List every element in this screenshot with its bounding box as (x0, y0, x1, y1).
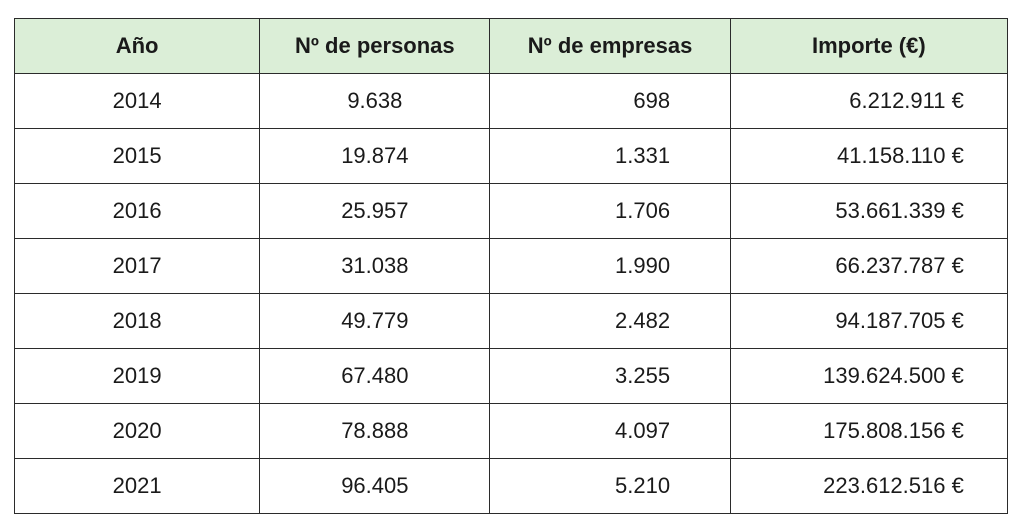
cell-companies-wrap: 1.331 (489, 128, 731, 184)
table-row: 2021 96.405 5.210 223.612.516 € (13, 458, 1009, 514)
cell-persons: 31.038 (259, 238, 491, 294)
cell-year: 2014 (13, 73, 261, 129)
cell-year: 2021 (13, 458, 261, 514)
cell-persons: 19.874 (259, 128, 491, 184)
cell-companies: 1.990 (615, 253, 671, 278)
cell-year: 2020 (13, 403, 261, 459)
table-row: 2014 9.638 698 6.212.911 € (13, 73, 1009, 129)
cell-year: 2018 (13, 293, 261, 349)
header-companies: Nº de empresas (489, 18, 731, 74)
cell-companies-wrap: 4.097 (489, 403, 731, 459)
cell-companies: 5.210 (615, 473, 671, 498)
cell-persons: 49.779 (259, 293, 491, 349)
table-row: 2017 31.038 1.990 66.237.787 € (13, 238, 1009, 294)
cell-amount: 223.612.516 € (823, 473, 964, 498)
cell-persons: 9.638 (259, 73, 491, 129)
cell-companies-wrap: 1.706 (489, 183, 731, 239)
table-row: 2016 25.957 1.706 53.661.339 € (13, 183, 1009, 239)
cell-companies: 1.331 (615, 143, 671, 168)
table-row: 2020 78.888 4.097 175.808.156 € (13, 403, 1009, 459)
cell-year: 2019 (13, 348, 261, 404)
cell-persons: 96.405 (259, 458, 491, 514)
cell-amount: 139.624.500 € (823, 363, 964, 388)
cell-companies-wrap: 3.255 (489, 348, 731, 404)
cell-amount-wrap: 53.661.339 € (729, 183, 1009, 239)
cell-companies-wrap: 698 (489, 73, 731, 129)
table-row: 2019 67.480 3.255 139.624.500 € (13, 348, 1009, 404)
cell-amount-wrap: 66.237.787 € (729, 238, 1009, 294)
header-persons: Nº de personas (259, 18, 491, 74)
cell-persons: 67.480 (259, 348, 491, 404)
header-amount: Importe (€) (729, 18, 1009, 74)
cell-amount: 53.661.339 € (835, 198, 964, 223)
cell-persons: 25.957 (259, 183, 491, 239)
cell-amount-wrap: 6.212.911 € (729, 73, 1009, 129)
cell-companies: 2.482 (615, 308, 671, 333)
cell-amount-wrap: 41.158.110 € (729, 128, 1009, 184)
cell-companies: 3.255 (615, 363, 671, 388)
cell-companies: 1.706 (615, 198, 671, 223)
cell-amount: 94.187.705 € (835, 308, 964, 333)
header-year: Año (13, 18, 261, 74)
table-row: 2015 19.874 1.331 41.158.110 € (13, 128, 1009, 184)
cell-companies-wrap: 1.990 (489, 238, 731, 294)
cell-companies-wrap: 2.482 (489, 293, 731, 349)
cell-amount-wrap: 139.624.500 € (729, 348, 1009, 404)
cell-persons: 78.888 (259, 403, 491, 459)
cell-companies: 4.097 (615, 418, 671, 443)
cell-amount-wrap: 175.808.156 € (729, 403, 1009, 459)
table-row: 2018 49.779 2.482 94.187.705 € (13, 293, 1009, 349)
cell-amount-wrap: 94.187.705 € (729, 293, 1009, 349)
cell-amount: 41.158.110 € (837, 143, 964, 168)
cell-companies-wrap: 5.210 (489, 458, 731, 514)
cell-year: 2016 (13, 183, 261, 239)
cell-amount: 6.212.911 € (849, 88, 964, 113)
cell-amount: 66.237.787 € (835, 253, 964, 278)
cell-year: 2017 (13, 238, 261, 294)
cell-companies: 698 (633, 88, 671, 113)
cell-amount: 175.808.156 € (823, 418, 964, 443)
cell-amount-wrap: 223.612.516 € (729, 458, 1009, 514)
cell-year: 2015 (13, 128, 261, 184)
table-header-row: Año Nº de personas Nº de empresas Import… (13, 18, 1009, 74)
data-table: Año Nº de personas Nº de empresas Import… (13, 18, 1009, 514)
